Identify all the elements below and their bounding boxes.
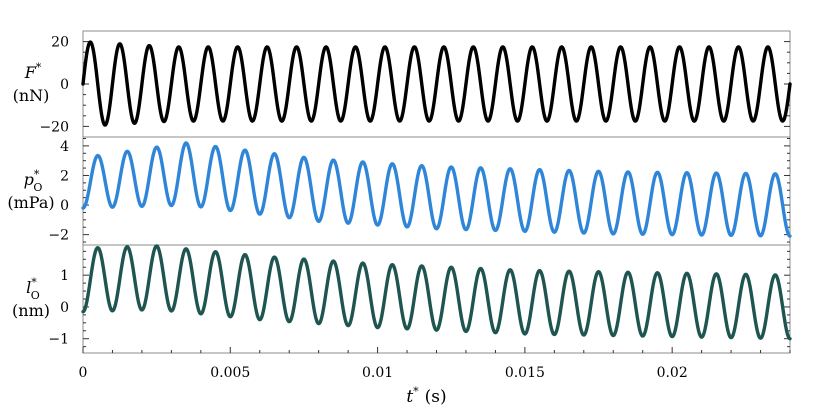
panels: 200−20F*(nN)420−2p* O(mPa)10−1l* O(nm): [7, 30, 792, 354]
series-line-bottom: [81, 244, 792, 341]
ylabel-symbol: l* O: [26, 276, 40, 302]
xtick-label: 0.015: [505, 365, 545, 381]
ylabel-unit: (nN): [13, 86, 50, 105]
ytick-label: −20: [39, 119, 69, 135]
x-axis: 0 0.005 0.01 0.015 0.02 t* (s): [79, 347, 791, 407]
ylabel-unit: (nm): [12, 301, 50, 320]
series-line-middle: [81, 141, 792, 238]
ytick-label: 0: [60, 198, 69, 214]
ytick-label: 1: [60, 268, 69, 284]
ytick-label: 20: [51, 35, 69, 51]
ytick-label: −2: [48, 228, 69, 244]
xtick-label: 0.005: [210, 365, 250, 381]
panel-top: 20 0 −20 F* (nN): [13, 30, 792, 138]
xtick-label: 0.01: [362, 365, 393, 381]
panel-middle: 4 2 0 −2 p* O(mPa): [7, 136, 792, 246]
xtick-label: 0.02: [657, 365, 688, 381]
ytick-label: 0: [60, 77, 69, 93]
xlabel: t* (s): [406, 385, 446, 407]
ytick-label: 0: [60, 300, 69, 316]
panel-bottom: 1 0 −1 l* O(nm): [12, 244, 792, 354]
ylabel-symbol: p* O: [24, 168, 43, 194]
ylabel-unit: (mPa): [7, 193, 54, 212]
ylabel-symbol: F*: [24, 61, 42, 82]
ytick-label: −1: [48, 332, 69, 348]
ytick-label: 4: [60, 139, 69, 155]
ytick-label: 2: [60, 168, 69, 184]
xtick-label: 0: [79, 365, 88, 381]
series-line-top: [81, 40, 792, 127]
